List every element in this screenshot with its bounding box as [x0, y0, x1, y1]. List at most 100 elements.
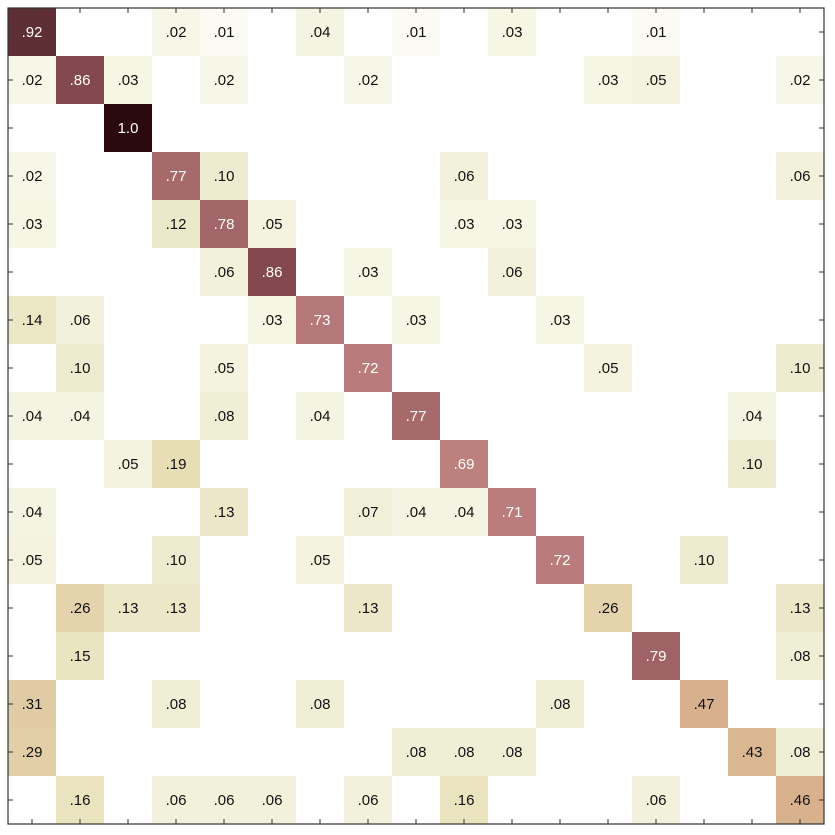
heatmap-cell-r1-c1: [56, 56, 104, 104]
cell-label-r16-c9: .16: [454, 792, 475, 809]
cell-label-r15-c8: .08: [406, 744, 427, 761]
heatmap-cell-r8-c6: [296, 392, 344, 440]
cell-label-r7-c7: .72: [358, 360, 379, 377]
heatmap-cell-r14-c6: [296, 680, 344, 728]
heatmap-cell-r4-c3: [152, 200, 200, 248]
heatmap-cell-r7-c12: [584, 344, 632, 392]
cell-label-r4-c10: .03: [502, 216, 523, 233]
heatmap-cell-r1-c7: [344, 56, 392, 104]
cell-label-r0-c13: .01: [646, 24, 667, 41]
heatmap-cell-r0-c13: [632, 8, 680, 56]
cell-label-r8-c0: .04: [22, 408, 43, 425]
cell-label-r14-c0: .31: [22, 696, 43, 713]
cell-label-r4-c3: .12: [166, 216, 187, 233]
heatmap-cell-r7-c4: [200, 344, 248, 392]
cell-label-r11-c0: .05: [22, 552, 43, 569]
heatmap-cell-r10-c7: [344, 488, 392, 536]
heatmap-cell-r6-c8: [392, 296, 440, 344]
axis-ticks: [8, 8, 824, 824]
heatmap-cell-r8-c8: [392, 392, 440, 440]
heatmap-cell-r16-c4: [200, 776, 248, 824]
cell-label-r3-c16: .06: [790, 168, 811, 185]
heatmap-cell-r4-c5: [248, 200, 296, 248]
cell-label-r4-c5: .05: [262, 216, 283, 233]
cell-label-r12-c3: .13: [166, 600, 187, 617]
cell-label-r9-c3: .19: [166, 456, 187, 473]
heatmap-cell-r9-c15: [728, 440, 776, 488]
cell-label-r15-c15: .43: [742, 744, 763, 761]
cell-label-r10-c10: .71: [502, 504, 523, 521]
heatmap-cell-r1-c0: [8, 56, 56, 104]
heatmap-cell-r9-c2: [104, 440, 152, 488]
heatmap-cell-r4-c9: [440, 200, 488, 248]
cell-label-r0-c10: .03: [502, 24, 523, 41]
cell-label-r8-c8: .77: [406, 408, 427, 425]
heatmap-cell-r1-c13: [632, 56, 680, 104]
cell-label-r13-c1: .15: [70, 648, 91, 665]
heatmap-cell-r14-c14: [680, 680, 728, 728]
cell-label-r1-c16: .02: [790, 72, 811, 89]
heatmap-cell-r5-c10: [488, 248, 536, 296]
heatmap-cell-r5-c4: [200, 248, 248, 296]
heatmap-cell-r8-c0: [8, 392, 56, 440]
heatmap-cell-r10-c10: [488, 488, 536, 536]
heatmap-cell-r10-c8: [392, 488, 440, 536]
cell-label-r1-c4: .02: [214, 72, 235, 89]
heatmap-cell-r11-c11: [536, 536, 584, 584]
cell-label-r12-c16: .13: [790, 600, 811, 617]
heatmap-cell-r15-c10: [488, 728, 536, 776]
heatmap-cell-r12-c12: [584, 584, 632, 632]
heatmap-cell-r1-c12: [584, 56, 632, 104]
cell-label-r12-c7: .13: [358, 600, 379, 617]
heatmap-cell-r14-c0: [8, 680, 56, 728]
cell-label-r16-c16: .46: [790, 792, 811, 809]
cell-label-r0-c4: .01: [214, 24, 235, 41]
heatmap-cell-r9-c9: [440, 440, 488, 488]
cell-label-r16-c1: .16: [70, 792, 91, 809]
cell-label-r10-c0: .04: [22, 504, 43, 521]
cell-label-r1-c13: .05: [646, 72, 667, 89]
heatmap-cell-r12-c16: [776, 584, 824, 632]
cell-label-r11-c6: .05: [310, 552, 331, 569]
cell-label-r13-c13: .79: [646, 648, 667, 665]
cell-label-r15-c16: .08: [790, 744, 811, 761]
heatmap-cell-r3-c4: [200, 152, 248, 200]
heatmap-cell-r13-c1: [56, 632, 104, 680]
cell-label-r12-c2: .13: [118, 600, 139, 617]
cell-label-r1-c1: .86: [70, 72, 91, 89]
cell-label-r12-c12: .26: [598, 600, 619, 617]
cell-label-r3-c3: .77: [166, 168, 187, 185]
heatmap-cell-r5-c5: [248, 248, 296, 296]
heatmap-cell-r14-c3: [152, 680, 200, 728]
cell-label-r4-c9: .03: [454, 216, 475, 233]
heatmap-cell-r9-c3: [152, 440, 200, 488]
heatmap-cell-r6-c5: [248, 296, 296, 344]
heatmap-cell-labels: .92 .02 .01 .04 .01 .03 .01 .02 .86 .03 .02 .02 .03.…: [22, 24, 811, 809]
heatmap-cell-r16-c9: [440, 776, 488, 824]
heatmap-cell-r11-c14: [680, 536, 728, 584]
heatmap-cell-r0-c3: [152, 8, 200, 56]
heatmap-cell-r16-c5: [248, 776, 296, 824]
heatmap-cell-r3-c16: [776, 152, 824, 200]
heatmap-cell-r16-c16: [776, 776, 824, 824]
cell-label-r5-c10: .06: [502, 264, 523, 281]
heatmap-cell-r13-c13: [632, 632, 680, 680]
heatmap-cell-r1-c16: [776, 56, 824, 104]
cell-label-r3-c9: .06: [454, 168, 475, 185]
cell-label-r1-c0: .02: [22, 72, 43, 89]
heatmap-cell-r15-c9: [440, 728, 488, 776]
cell-label-r0-c8: .01: [406, 24, 427, 41]
cell-label-r6-c5: .03: [262, 312, 283, 329]
heatmap-cells: [8, 8, 824, 824]
heatmap-cell-r3-c9: [440, 152, 488, 200]
plot-frame: [7, 7, 825, 825]
cell-label-r14-c14: .47: [694, 696, 715, 713]
cell-label-r6-c8: .03: [406, 312, 427, 329]
cell-label-r0-c6: .04: [310, 24, 331, 41]
heatmap-cell-r3-c3: [152, 152, 200, 200]
heatmap-cell-r0-c0: [8, 8, 56, 56]
cell-label-r11-c11: .72: [550, 552, 571, 569]
cell-label-r16-c4: .06: [214, 792, 235, 809]
heatmap-cell-r8-c4: [200, 392, 248, 440]
cell-label-r7-c12: .05: [598, 360, 619, 377]
